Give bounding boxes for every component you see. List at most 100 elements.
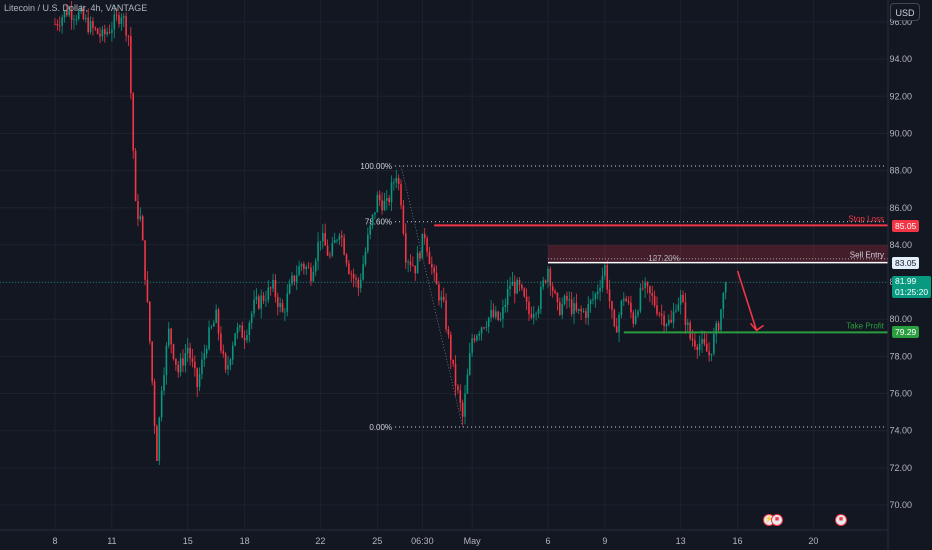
candle-body <box>428 251 431 264</box>
candle-body <box>445 300 447 330</box>
candle-body <box>130 35 132 94</box>
candle-body <box>101 29 104 37</box>
candle-body <box>106 32 108 35</box>
sell-entry-label: Sell Entry <box>850 251 884 260</box>
candle-body <box>224 353 227 370</box>
candle-body <box>431 263 433 268</box>
candle-body <box>208 327 210 350</box>
candle-body <box>80 9 82 12</box>
candle-body <box>563 295 566 304</box>
candle-body <box>658 313 661 315</box>
candle-body <box>452 359 454 364</box>
candle-body <box>606 265 609 290</box>
currency-button[interactable]: USD <box>890 3 920 21</box>
candle-body <box>528 301 530 315</box>
candle-body <box>250 313 253 323</box>
candle-body <box>272 279 274 289</box>
candle-body <box>618 315 620 333</box>
candle-body <box>246 335 248 341</box>
candle-body <box>243 337 246 341</box>
candle-body <box>516 280 518 294</box>
last-price-value: 81.99 <box>895 276 917 286</box>
candle-body <box>87 17 89 33</box>
candle-body <box>449 334 452 360</box>
candle-body <box>338 235 341 240</box>
candle-body <box>492 309 495 317</box>
symbol-title[interactable]: Litecoin / U.S. Dollar, 4h, VANTAGE <box>4 3 148 13</box>
candle-body <box>291 275 293 284</box>
candle-body <box>374 212 376 215</box>
grid <box>0 0 888 530</box>
candle-body <box>620 300 623 316</box>
candle-body <box>646 282 649 287</box>
candle-body <box>113 14 116 30</box>
candle-body <box>75 19 78 20</box>
candle-body <box>156 425 158 461</box>
fib-level-label: 0.00% <box>369 423 392 432</box>
candle-body <box>307 266 310 268</box>
candle-body <box>376 194 379 213</box>
candle-body <box>175 358 177 365</box>
candle-body <box>329 255 331 257</box>
fibonacci-retracement[interactable]: 100.00% 78.60% 0.00% <box>360 162 886 432</box>
candle-body <box>703 338 706 344</box>
candle-body <box>691 338 694 341</box>
fib-level-label: 100.00% <box>360 162 392 171</box>
candle-body <box>92 21 94 28</box>
candle-body <box>447 329 450 335</box>
x-tick-label: 20 <box>808 536 818 546</box>
trade-levels[interactable]: 127.20% Sell Entry Stop Loss Take Profit <box>0 214 888 334</box>
candle-body <box>144 240 146 280</box>
us-flag-icon[interactable]: ■ <box>835 514 847 526</box>
candle-body <box>153 381 156 426</box>
candle-body <box>641 287 644 289</box>
candle-body <box>305 266 308 270</box>
candle-body <box>77 11 80 20</box>
us-flag-icon[interactable]: ■ <box>771 514 783 526</box>
candle-body <box>179 358 182 373</box>
candle-body <box>63 10 66 18</box>
projection-arrow-shaft <box>736 270 758 331</box>
candle-body <box>61 17 63 26</box>
candle-body <box>194 361 196 369</box>
candle-body <box>267 287 270 301</box>
candle-body <box>639 287 642 312</box>
candle-body <box>459 390 462 403</box>
candle-body <box>549 268 552 287</box>
candle-body <box>220 333 222 351</box>
candle-body <box>111 29 113 33</box>
candle-body <box>340 235 343 238</box>
candle-body <box>205 349 208 354</box>
candle-body <box>483 327 485 329</box>
candle-body <box>521 284 523 289</box>
candle-body <box>336 239 338 241</box>
candle-body <box>504 304 507 307</box>
candle-body <box>324 232 326 246</box>
candle-body <box>141 216 144 241</box>
candle-body <box>322 232 324 242</box>
candle-body <box>66 10 68 16</box>
candle-body <box>70 10 73 20</box>
candle-body <box>663 315 665 327</box>
candle-body <box>281 303 284 312</box>
candle-body <box>476 335 478 341</box>
y-tick-label: 96.00 <box>889 17 912 27</box>
candle-body <box>513 281 516 294</box>
candle-body <box>260 295 262 309</box>
candle-body <box>118 15 120 24</box>
candle-body <box>490 309 492 318</box>
y-tick-label: 84.00 <box>889 240 912 250</box>
candle-body <box>99 33 101 37</box>
candle-body <box>371 214 374 226</box>
candle-body <box>665 324 668 327</box>
axes: 70.0072.0074.0076.0078.0080.0082.0084.00… <box>0 0 912 550</box>
candle-body <box>293 275 296 282</box>
candle-body <box>300 264 303 267</box>
candle-body <box>540 286 542 309</box>
x-tick-label: 8 <box>52 536 57 546</box>
candle-body <box>573 303 575 314</box>
candle-body <box>115 14 118 16</box>
candle-body <box>400 183 402 206</box>
candle-body <box>279 303 281 307</box>
